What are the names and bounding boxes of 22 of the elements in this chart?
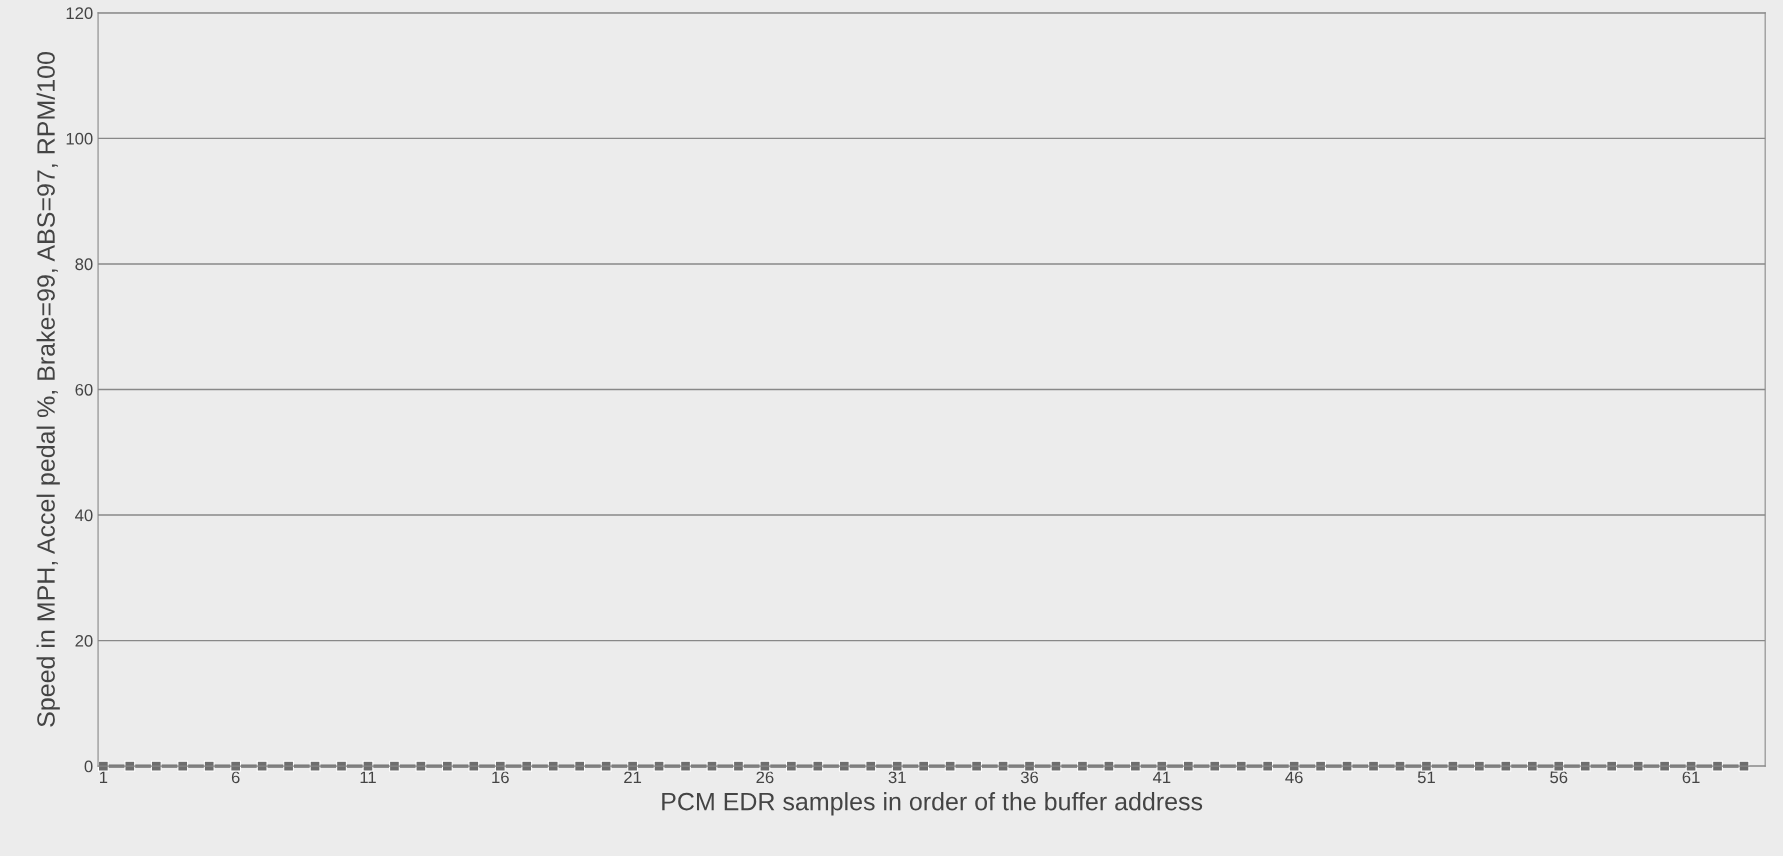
y-tick-label: 60: [75, 383, 93, 396]
x-tick-label: 6: [231, 771, 240, 784]
x-tick-label: 26: [756, 771, 774, 784]
x-tick-label: 16: [492, 771, 509, 784]
x-tick-label: 56: [1550, 771, 1568, 784]
y-tick-label: 120: [66, 7, 93, 20]
x-tick-label: 11: [360, 771, 376, 784]
x-tick-label: 61: [1682, 771, 1700, 784]
x-tick-label: 36: [1020, 771, 1039, 784]
x-tick-label: 31: [888, 771, 906, 784]
y-tick-label: 0: [84, 760, 93, 773]
y-tick-label: 100: [66, 132, 93, 145]
y-axis-title: Speed in MPH, Accel pedal %, Brake=99, ABS=97, RPM/100: [36, 52, 60, 727]
x-tick-label: 1: [99, 771, 108, 784]
y-tick-label: 20: [75, 634, 93, 647]
y-tick-label: 40: [75, 509, 93, 522]
x-tick-label: 51: [1417, 771, 1435, 784]
x-tick-label: 41: [1152, 771, 1171, 784]
x-tick-label: 46: [1285, 771, 1303, 784]
y-tick-label: 80: [75, 258, 93, 271]
x-axis-title: PCM EDR samples in order of the buffer address: [662, 792, 1203, 816]
x-tick-label: 21: [624, 771, 642, 784]
